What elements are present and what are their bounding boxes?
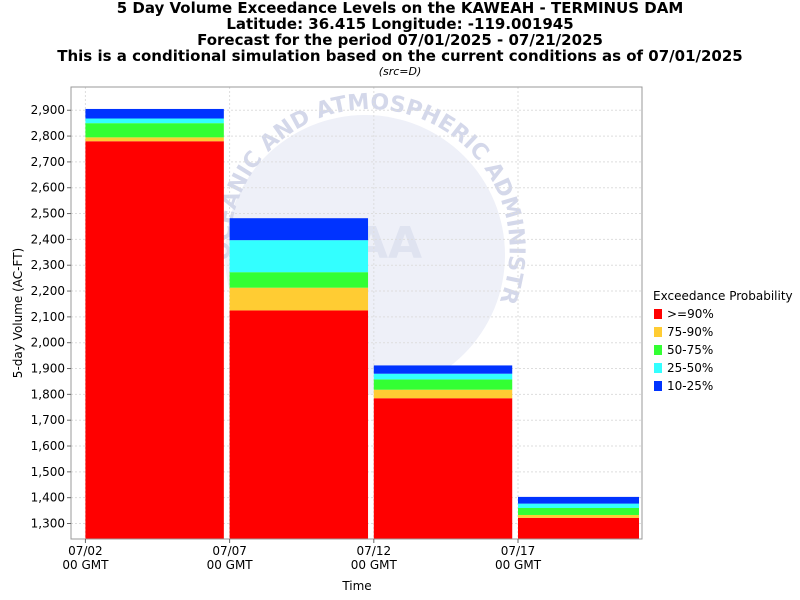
- y-tick-label: 2,000: [31, 336, 65, 350]
- x-tick-label-time: 00 GMT: [62, 558, 109, 572]
- chart-title-line-4: This is a conditional simulation based o…: [57, 47, 743, 65]
- y-tick-label: 1,300: [31, 517, 65, 531]
- period-bar-4: [517, 496, 639, 539]
- legend-label: >=90%: [667, 307, 714, 321]
- legend: Exceedance Probability >=90% 75-90% 50-75%…: [653, 289, 793, 395]
- bar-segment-75-90: [373, 389, 513, 399]
- legend-label: 25-50%: [667, 361, 714, 375]
- bar-segment-50-75: [229, 272, 369, 288]
- chart-title-line-3: Forecast for the period 07/01/2025 - 07/…: [197, 31, 603, 49]
- y-tick-label: 1,800: [31, 387, 65, 401]
- legend-swatch: [654, 345, 662, 355]
- legend-label: 50-75%: [667, 343, 714, 357]
- legend-items: >=90% 75-90% 50-75% 25-50% 10-25%: [653, 305, 793, 395]
- bar-segment-50-75: [517, 508, 639, 515]
- chart-title-line-1: 5 Day Volume Exceedance Levels on the KA…: [116, 0, 684, 17]
- y-tick-label: 2,400: [31, 232, 65, 246]
- y-tick-label: 2,300: [31, 258, 65, 272]
- y-tick-label: 2,100: [31, 310, 65, 324]
- period-bar-1: [85, 108, 224, 540]
- bar-segment-25-50: [85, 118, 224, 124]
- bar-segment-90: [373, 398, 513, 539]
- bar-segment-50-75: [373, 379, 513, 390]
- legend-item: >=90%: [653, 305, 793, 323]
- plot-area-frame: [70, 86, 643, 540]
- bar-segment-90: [517, 517, 639, 539]
- y-tick-label: 2,500: [31, 207, 65, 221]
- legend-swatch: [654, 327, 662, 337]
- x-tick-label-date: 07/12: [357, 544, 392, 558]
- bar-segment-10-25: [229, 218, 369, 241]
- legend-item: 25-50%: [653, 359, 793, 377]
- y-axis: 1,300 1,400 1,500 1,600 1,700 1,800 1,900 2,000…: [31, 103, 71, 531]
- period-bar-2: [229, 218, 369, 539]
- y-tick-label: 2,200: [31, 284, 65, 298]
- chart-titles: 5 Day Volume Exceedance Levels on the KA…: [0, 0, 800, 79]
- legend-swatch: [654, 363, 662, 373]
- bar-segment-10-25: [85, 108, 224, 119]
- x-tick-label-time: 00 GMT: [351, 558, 398, 572]
- bar-stack-group: [85, 108, 639, 540]
- chart-title-line-2: Latitude: 36.415 Longitude: -119.001945: [226, 15, 574, 33]
- legend-swatch: [654, 309, 662, 319]
- bar-segment-10-25: [373, 365, 513, 374]
- x-tick-label-time: 00 GMT: [495, 558, 542, 572]
- period-bar-3: [373, 365, 513, 539]
- legend-item: 75-90%: [653, 323, 793, 341]
- y-tick-label: 2,700: [31, 155, 65, 169]
- bar-segment-25-50: [229, 240, 369, 273]
- y-tick-label: 2,800: [31, 129, 65, 143]
- bar-segment-75-90: [85, 137, 224, 142]
- y-tick-label: 1,600: [31, 439, 65, 453]
- y-tick-label: 1,700: [31, 413, 65, 427]
- x-tick-label-time: 00 GMT: [207, 558, 254, 572]
- bar-segment-75-90: [517, 514, 639, 518]
- y-tick-label: 1,500: [31, 465, 65, 479]
- bar-segment-50-75: [85, 123, 224, 138]
- bar-segment-75-90: [229, 287, 369, 311]
- x-tick-label-date: 07/17: [501, 544, 536, 558]
- y-tick-label: 2,900: [31, 103, 65, 117]
- bar-segment-25-50: [373, 373, 513, 380]
- bar-segment-90: [85, 141, 224, 540]
- bar-segment-25-50: [517, 503, 639, 509]
- bar-segment-10-25: [517, 496, 639, 504]
- legend-item: 10-25%: [653, 377, 793, 395]
- legend-label: 10-25%: [667, 379, 714, 393]
- x-axis-label: Time: [341, 579, 371, 593]
- legend-label: 75-90%: [667, 325, 714, 339]
- x-tick-label-date: 07/02: [68, 544, 103, 558]
- legend-title: Exceedance Probability: [653, 289, 793, 303]
- y-tick-label: 1,400: [31, 491, 65, 505]
- y-tick-label: 1,900: [31, 362, 65, 376]
- y-tick-label: 2,600: [31, 181, 65, 195]
- bar-segment-90: [229, 310, 369, 539]
- y-axis-label: 5-day Volume (AC-FT): [11, 248, 25, 378]
- legend-swatch: [654, 381, 662, 391]
- chart-subtitle: (src=D): [378, 65, 422, 78]
- x-tick-label-date: 07/07: [212, 544, 247, 558]
- legend-item: 50-75%: [653, 341, 793, 359]
